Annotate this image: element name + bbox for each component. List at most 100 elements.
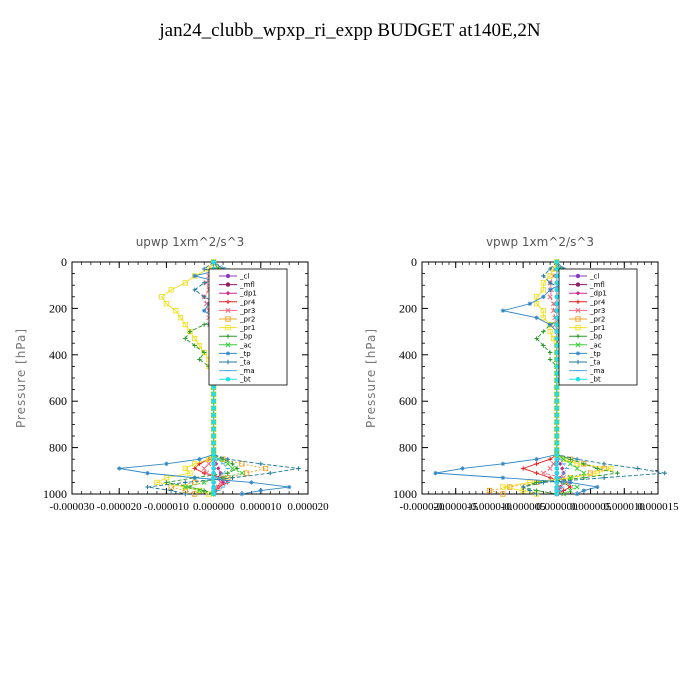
data-point-pr3: [550, 301, 557, 307]
x-tick-label: -0.000005: [501, 501, 546, 513]
data-point-bp: [235, 466, 240, 471]
legend-label-dp1: _dp1: [589, 290, 607, 298]
x-tick-label: -0.000010: [144, 501, 189, 513]
legend-vpwp: _cl_mfl_dp1_pr4_pr3_pr2_pr1_bp_ac_tp_ta_…: [558, 268, 638, 386]
legend-label-pr4: _pr4: [589, 298, 606, 306]
x-tick-label: 0.000020: [287, 501, 329, 513]
data-point-pr1: [177, 315, 184, 321]
data-point-bt: [554, 266, 560, 272]
data-point-bt: [211, 461, 216, 467]
legend-item-tp: _tp: [569, 350, 601, 358]
data-point-tp: [249, 480, 254, 485]
legend-label-pr1: _pr1: [239, 324, 255, 332]
data-point-bt: [211, 447, 216, 453]
y-axis-label-upwp: Pressure [hPa]: [14, 328, 28, 428]
legend-item-bp: _bp: [219, 333, 253, 341]
data-point-ac: [182, 484, 188, 490]
legend-item-ta: _ta: [569, 359, 601, 367]
legend-marker-ac: [575, 342, 581, 348]
data-point-bp: [183, 336, 188, 341]
legend-item-ta: _ta: [219, 359, 251, 367]
data-point-ac: [196, 487, 202, 494]
data-point-bt: [554, 294, 560, 299]
data-point-bp: [187, 329, 193, 334]
legend-item-pr2: _pr2: [219, 316, 255, 324]
data-point-bp: [201, 350, 207, 355]
data-point-bp: [197, 357, 202, 362]
data-point-bt: [211, 419, 216, 425]
data-point-bt: [554, 440, 560, 446]
data-point-pr4: [534, 461, 539, 467]
data-point-tp: [500, 475, 506, 480]
data-point-bt: [211, 433, 216, 439]
data-point-bt: [554, 491, 560, 497]
data-point-tp: [500, 308, 506, 313]
data-point-pr1: [182, 465, 188, 472]
data-point-ta: [601, 461, 607, 467]
data-point-ta: [296, 466, 301, 471]
data-point-ac: [225, 461, 231, 467]
data-point-ta: [168, 488, 174, 493]
data-point-pr3: [203, 470, 210, 476]
legend-marker-dp1: [225, 291, 231, 296]
data-point-bt: [554, 447, 560, 453]
data-point-pr1: [187, 470, 193, 476]
legend-marker-pr2: [225, 316, 231, 322]
data-point-bt: [211, 426, 216, 432]
data-point-ta: [547, 266, 553, 272]
legend-marker-pr3: [575, 307, 581, 313]
data-point-bt: [211, 392, 216, 397]
data-point-tp: [286, 484, 292, 490]
data-point-tp: [534, 457, 539, 462]
data-point-bt: [554, 412, 560, 418]
legend-marker-tp: [575, 351, 581, 356]
data-point-pr1: [206, 456, 212, 462]
data-point-tp: [239, 491, 245, 497]
data-point-bt: [554, 470, 560, 476]
x-tick-label: 0.000010: [604, 501, 646, 513]
x-tick-label: 0.000000: [193, 501, 235, 513]
legend-label-ma: _ma: [589, 367, 605, 375]
legend-label-cl: _cl: [589, 273, 599, 281]
data-point-ta: [547, 280, 553, 286]
data-point-pr3: [218, 479, 224, 485]
legend-marker-dp1: [575, 291, 581, 296]
y-tick-label: 1000: [393, 487, 417, 501]
data-point-bp: [547, 357, 553, 362]
data-point-pr1: [196, 487, 203, 494]
data-point-pr4: [520, 466, 526, 471]
series-line-pr2: [489, 261, 606, 495]
data-point-tp: [534, 315, 539, 320]
data-point-pr2: [507, 484, 513, 490]
legend-marker-pr2: [575, 316, 581, 322]
x-tick-label: -0.000020: [400, 501, 445, 513]
data-point-ac: [229, 465, 236, 472]
legend-label-tp: _tp: [239, 350, 251, 358]
data-point-tp: [192, 273, 197, 279]
legend-marker-pr3: [225, 307, 231, 313]
legend-marker-ac: [225, 342, 231, 348]
data-point-pr1: [533, 294, 540, 300]
legend-label-pr4: _pr4: [239, 298, 256, 306]
data-point-pr1: [594, 470, 600, 476]
legend-item-cl: _cl: [219, 273, 249, 281]
data-point-ta: [201, 294, 207, 299]
data-point-dp1: [560, 466, 565, 471]
data-point-pr2: [243, 470, 250, 476]
legend-marker-bp: [575, 334, 581, 339]
data-point-ac: [561, 456, 567, 462]
data-point-dp1: [216, 466, 221, 471]
data-point-bt: [554, 343, 560, 348]
data-point-pr3: [540, 470, 546, 476]
data-point-dp1: [558, 461, 563, 467]
data-point-pr2: [239, 461, 245, 467]
data-point-pr1: [206, 491, 212, 497]
legend-label-ma: _ma: [239, 367, 255, 375]
legend-label-ta: _ta: [589, 359, 601, 367]
legend-marker-mfl: [575, 282, 581, 287]
legend-marker-pr1: [225, 324, 231, 331]
data-point-pr1: [540, 308, 547, 314]
data-point-ta: [225, 457, 230, 462]
data-point-ta: [258, 461, 263, 467]
